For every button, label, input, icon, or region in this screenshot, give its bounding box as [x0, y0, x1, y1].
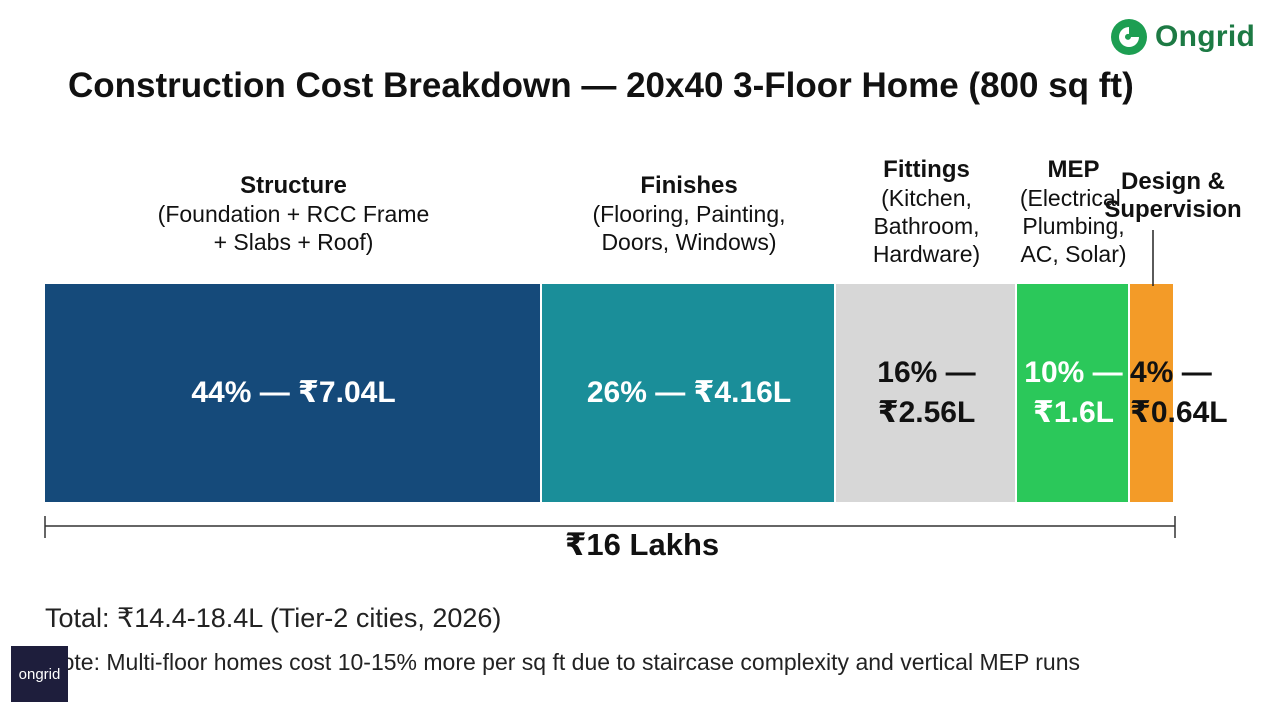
segment-detail: (Kitchen, Bathroom, Hardware) [872, 185, 981, 267]
bar-segment [45, 284, 540, 502]
segment-name: Design & Supervision [1104, 168, 1242, 223]
chart-title: Construction Cost Breakdown — 20x40 3-Fl… [68, 66, 1134, 105]
segment-label: Fittings (Kitchen, Bathroom, Hardware) [862, 156, 992, 268]
bar-segment [542, 284, 834, 502]
segment-name: Structure [240, 172, 347, 199]
segment-detail: (Foundation + RCC Frame + Slabs + Roof) [157, 201, 430, 255]
segment-label: MEP (Electrical, Plumbing, AC, Solar) [999, 156, 1149, 268]
segment-label: Design & Supervision [1088, 168, 1258, 224]
segment-name: Fittings [883, 156, 970, 183]
data-label: 4% — ₹0.64L [1130, 356, 1228, 429]
footer-total: Total: ₹14.4-18.4L (Tier-2 cities, 2026) [45, 603, 502, 633]
pointer-line [1152, 230, 1154, 286]
bar-segment [1130, 284, 1173, 502]
total-label: ₹16 Lakhs [520, 527, 764, 563]
brand-name: Ongrid [1155, 20, 1256, 53]
segment-label: Structure (Foundation + RCC Frame + Slabs… [129, 172, 459, 256]
data-label: 44% — ₹7.04L [191, 376, 396, 409]
segment-detail: (Electrical, Plumbing, AC, Solar) [1019, 185, 1128, 267]
data-label: 26% — ₹4.16L [586, 376, 792, 409]
ongrid-logo-icon [1111, 19, 1147, 55]
segment-detail: (Flooring, Painting, Doors, Windows) [592, 201, 786, 255]
brand-logo: Ongrid [1110, 18, 1255, 56]
ongrid-watermark: ongrid [11, 646, 68, 702]
data-label: 16% — ₹2.56L [877, 356, 976, 429]
segment-label: Finishes (Flooring, Painting, Doors, Wind… [559, 172, 819, 256]
bar-segment [836, 284, 1015, 502]
data-label: 10% — ₹1.6L [1024, 356, 1123, 429]
footer-note: Note: Multi-floor homes cost 10-15% more… [45, 649, 1081, 675]
total-bracket [44, 516, 1176, 538]
segment-name: MEP [1047, 156, 1100, 183]
bar-segment [1017, 284, 1128, 502]
segment-name: Finishes [640, 172, 738, 199]
